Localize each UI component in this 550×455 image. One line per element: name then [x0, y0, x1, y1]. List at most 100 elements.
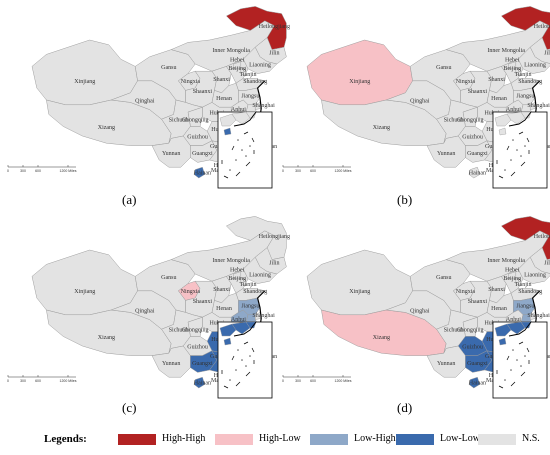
provinces: Xinjiang Xizang Qinghai Gansu Inner Mongolia…: [31, 216, 290, 389]
province-label-inner-mongolia: Inner Mongolia: [487, 258, 525, 264]
province-label-gansu: Gansu: [436, 275, 451, 281]
province-label-shanghai: Shanghai: [527, 103, 550, 109]
province-label-gansu: Gansu: [436, 65, 451, 71]
province-label-chongqing: Chongqing: [182, 328, 209, 334]
province-label-shandong: Shandong: [243, 289, 267, 295]
province-label-gansu: Gansu: [161, 65, 176, 71]
inset-coastline: [233, 321, 257, 337]
dash-line-8: [231, 145, 235, 151]
province-label-tianjin: Tianjin: [514, 282, 531, 288]
island-4: [245, 155, 247, 157]
province-hainan: [193, 376, 206, 389]
province-label-guizhou: Guizhou: [187, 134, 208, 140]
island-6: [249, 355, 251, 357]
province-label-chongqing: Chongqing: [182, 118, 209, 124]
dash-line-5: [510, 381, 516, 387]
province-label-shandong: Shandong: [243, 79, 267, 85]
province-label-yunnan: Yunnan: [162, 361, 180, 367]
scale-label-3: 600: [35, 379, 41, 383]
inset-guangdong: [231, 321, 251, 335]
legend-label-ns: N.S.: [522, 433, 540, 444]
province-label-liaoning: Liaoning: [524, 62, 546, 68]
province-label-jiangsu: Jiangsu: [241, 304, 259, 310]
province-label-inner-mongolia: Inner Mongolia: [212, 258, 250, 264]
province-label-yunnan: Yunnan: [437, 151, 455, 157]
province-label-hebei: Hebei: [230, 58, 245, 64]
inset-guangxi: [219, 323, 237, 337]
province-label-shaanxi: Shaanxi: [468, 299, 488, 305]
province-label-heilongjiang: Heilongjiang: [534, 234, 550, 240]
province-label-ningxia: Ningxia: [181, 79, 201, 85]
legend-swatch-high-high: [118, 434, 156, 445]
legend-swatch-low-high: [310, 434, 348, 445]
legend: Legends: High-High High-Low Low-High Low…: [0, 425, 550, 455]
scale-bar: 0 300 600 1200 Miles: [282, 375, 352, 383]
inset-map: [492, 321, 548, 399]
island-1: [512, 139, 514, 141]
province-label-ningxia: Ningxia: [181, 289, 201, 295]
province-label-guangxi: Guangxi: [192, 151, 213, 157]
dash-line-5: [510, 171, 516, 177]
island-2: [241, 149, 243, 151]
province-xinjiang: [31, 39, 138, 106]
legend-swatch-ns: [478, 434, 516, 445]
province-hainan: [468, 166, 481, 179]
province-label-yunnan: Yunnan: [162, 151, 180, 157]
island-2: [241, 359, 243, 361]
island-3: [235, 159, 237, 161]
legend-label-low-low: Low-Low: [440, 433, 480, 444]
dash-line-2: [526, 137, 530, 143]
island-4: [245, 365, 247, 367]
province-label-shaanxi: Shaanxi: [193, 89, 213, 95]
island-1: [512, 349, 514, 351]
inset-guangdong: [506, 321, 526, 335]
province-label-tianjin: Tianjin: [239, 282, 256, 288]
province-label-xizang: Xizang: [373, 125, 390, 131]
scale-label-3: 600: [310, 379, 316, 383]
dash-line-4: [520, 371, 526, 377]
province-label-beijing: Beijing: [503, 66, 521, 72]
province-label-shanxi: Shanxi: [213, 77, 230, 83]
province-label-hainan: Hainan: [469, 380, 486, 386]
scale-label-4: 1200 Miles: [60, 169, 77, 173]
inset-hainan: [223, 127, 232, 136]
province-label-xinjiang: Xinjiang: [349, 289, 370, 295]
province-label-shanxi: Shanxi: [488, 287, 505, 293]
province-label-heilongjiang: Heilongjiang: [259, 24, 290, 30]
dash-line-2: [251, 137, 255, 143]
scale-label-2: 300: [20, 169, 26, 173]
province-label-beijing: Beijing: [228, 276, 246, 282]
province-heilongjiang: [500, 6, 550, 50]
province-label-hebei: Hebei: [505, 268, 520, 274]
province-label-tianjin: Tianjin: [239, 72, 256, 78]
dash-line-2: [526, 347, 530, 353]
island-6: [524, 355, 526, 357]
province-label-sichuan: Sichuan: [444, 328, 463, 334]
inset-hainan: [223, 337, 232, 346]
province-label-sichuan: Sichuan: [444, 118, 463, 124]
province-label-liaoning: Liaoning: [249, 272, 271, 278]
province-label-heilongjiang: Heilongjiang: [534, 24, 550, 30]
china-map-d: Xinjiang Xizang Qinghai Gansu Inner Mongolia…: [282, 216, 550, 399]
province-label-inner-mongolia: Inner Mongolia: [212, 48, 250, 54]
panel-label-a: (a): [122, 192, 137, 207]
province-label-guangxi: Guangxi: [467, 361, 488, 367]
inset-guangxi: [494, 113, 512, 127]
province-label-guangxi: Guangxi: [467, 151, 488, 157]
legend-swatch-low-low: [396, 434, 434, 445]
dash-line-8: [231, 355, 235, 361]
dash-line-5: [235, 381, 241, 387]
island-5: [229, 379, 231, 381]
province-label-henan: Henan: [491, 306, 507, 312]
scale-label-2: 300: [295, 169, 301, 173]
province-label-chongqing: Chongqing: [457, 328, 484, 334]
island-5: [504, 169, 506, 171]
province-label-shaanxi: Shaanxi: [468, 89, 488, 95]
provinces: Xinjiang Xizang Qinghai Gansu Inner Mongolia…: [31, 6, 290, 179]
province-label-xizang: Xizang: [373, 335, 390, 341]
legend-label-low-high: Low-High: [354, 433, 396, 444]
dash-line-1: [518, 341, 524, 345]
province-label-henan: Henan: [216, 96, 232, 102]
scale-label-1: 0: [7, 169, 9, 173]
province-label-henan: Henan: [491, 96, 507, 102]
